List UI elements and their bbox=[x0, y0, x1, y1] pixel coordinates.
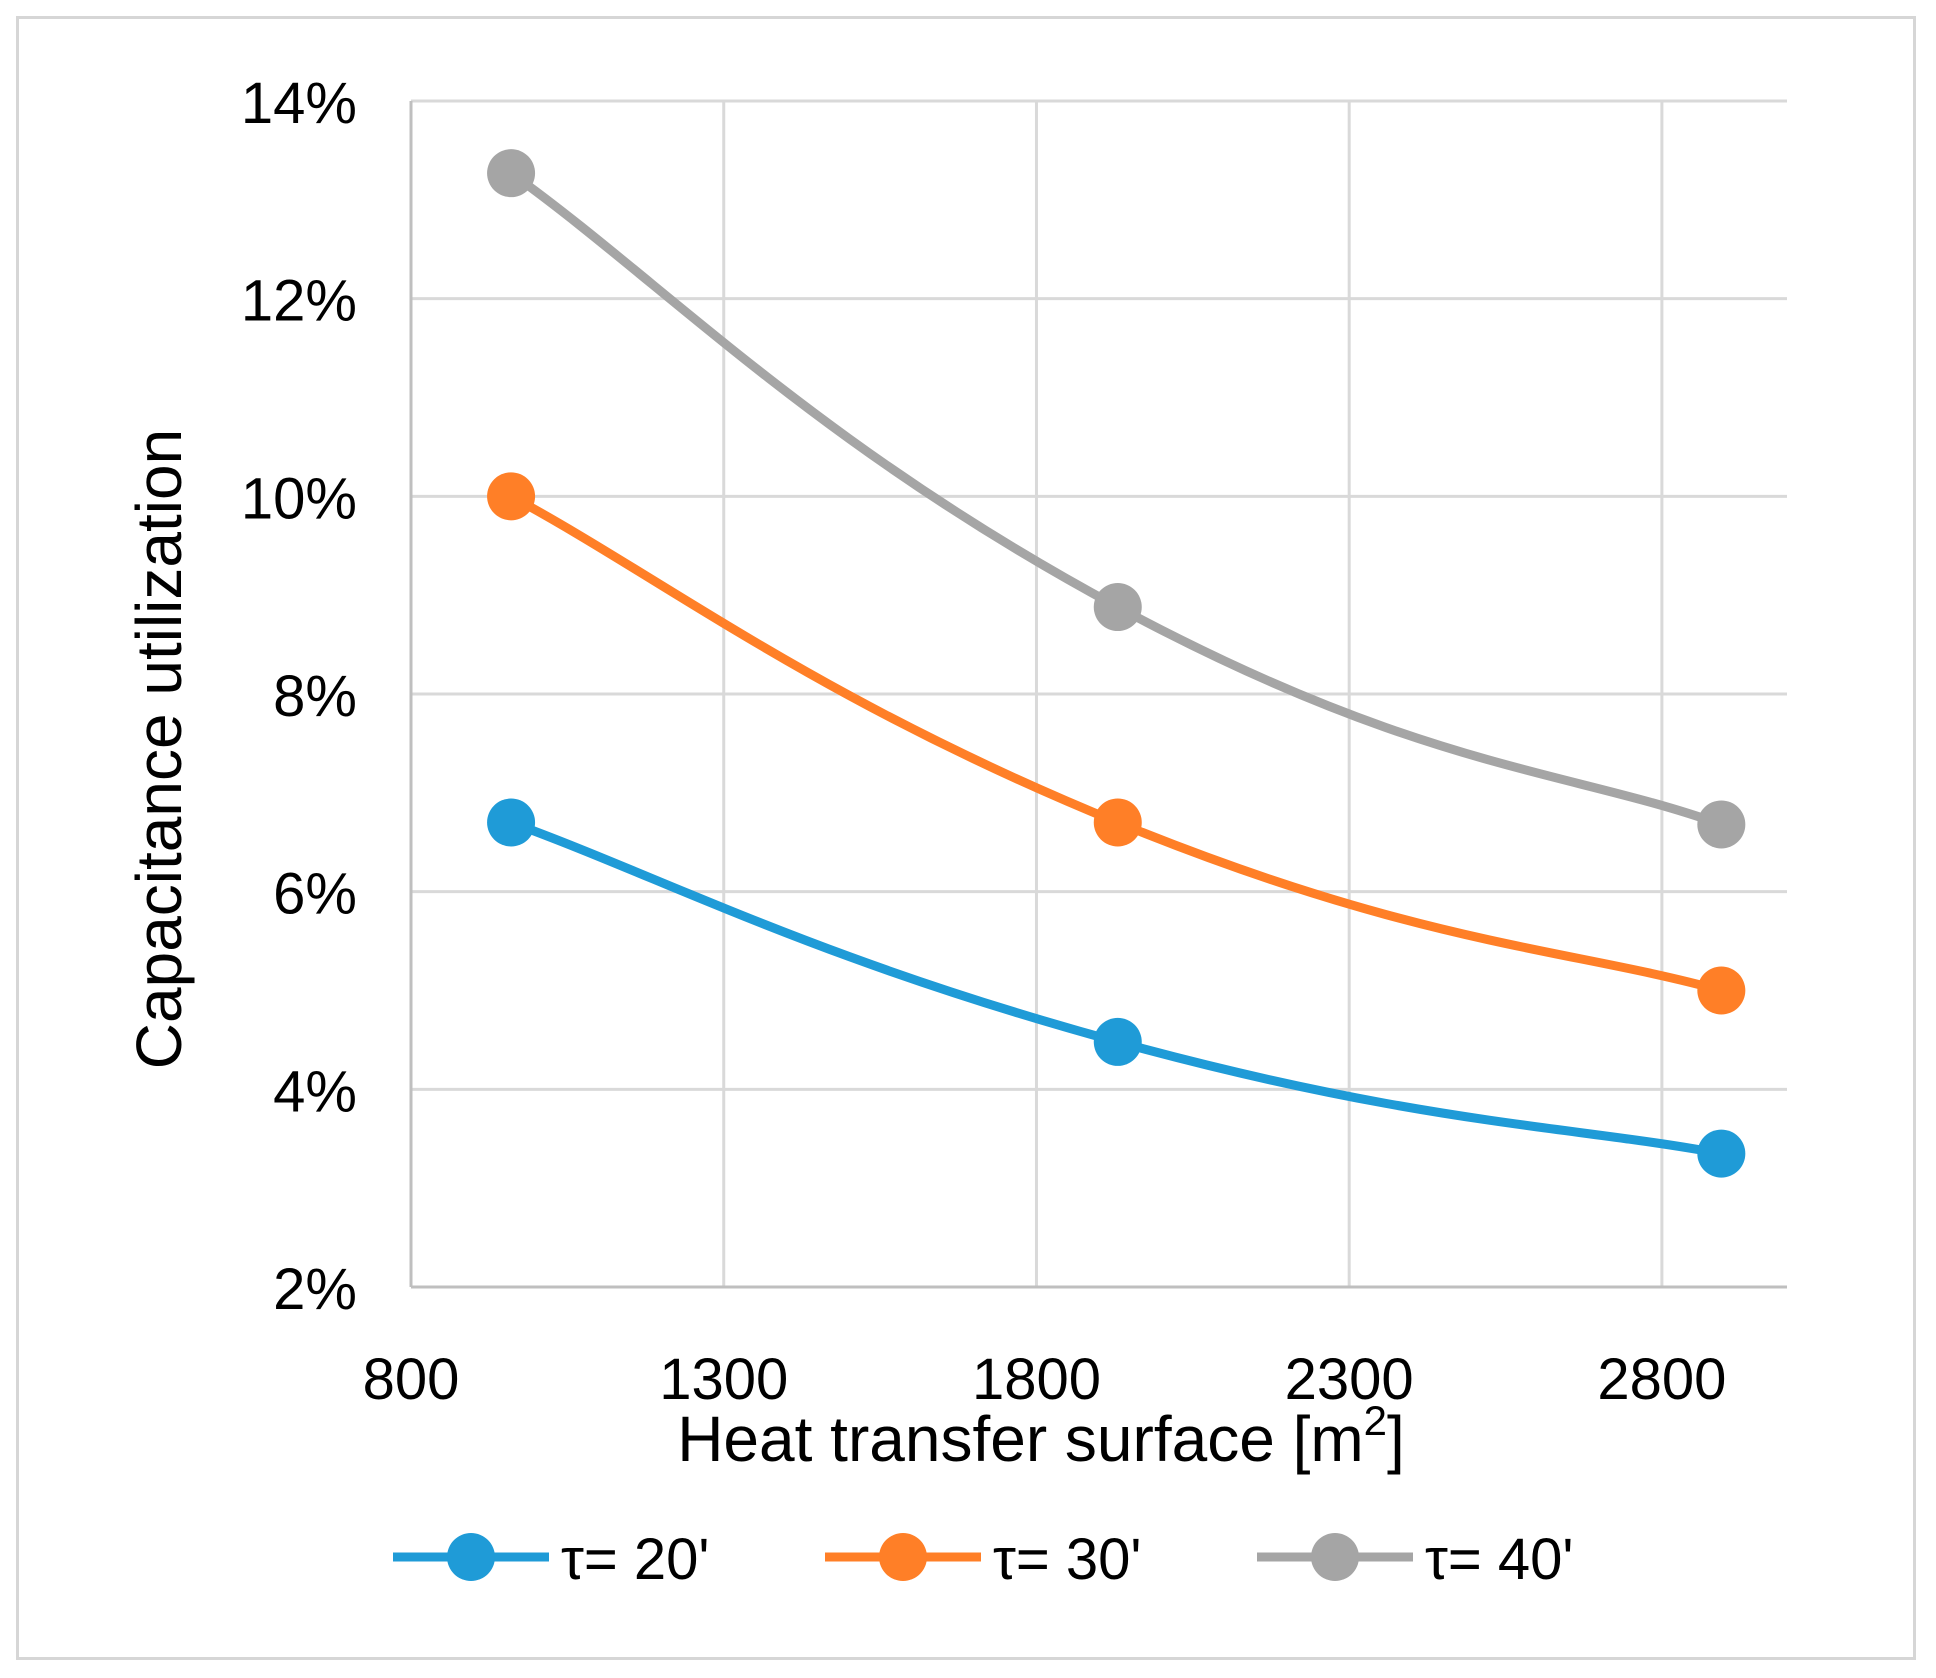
x-tick-label: 800 bbox=[363, 1347, 460, 1412]
series-3 bbox=[487, 149, 1746, 849]
x-tick-label: 1800 bbox=[972, 1347, 1101, 1412]
series-1 bbox=[487, 798, 1746, 1178]
data-point bbox=[487, 149, 536, 198]
legend-label: τ= 30' bbox=[993, 1527, 1141, 1592]
legend-label: τ= 40' bbox=[1425, 1527, 1573, 1592]
y-tick-label: 2% bbox=[273, 1257, 357, 1322]
y-tick-label: 6% bbox=[273, 862, 357, 927]
legend-item: τ= 20' bbox=[393, 1527, 709, 1592]
x-tick-label: 2300 bbox=[1285, 1347, 1414, 1412]
series-line bbox=[506, 817, 1726, 1159]
data-point bbox=[1093, 1017, 1142, 1066]
series-layer bbox=[487, 149, 1746, 1178]
x-axis-title: Heat transfer surface [m2] bbox=[677, 1397, 1405, 1475]
line-chart: 2% 4% 6% 8% 10% 12% 14% 800 1300 1800 2300 2800 Cap… bbox=[123, 71, 1787, 1592]
y-tick-label: 8% bbox=[273, 664, 357, 729]
axes bbox=[409, 101, 1787, 1289]
series-2 bbox=[487, 472, 1746, 1015]
series-line bbox=[506, 168, 1726, 829]
legend: τ= 20' τ= 30' τ= 40' bbox=[393, 1527, 1573, 1592]
x-axis-title-superscript: 2 bbox=[1364, 1397, 1387, 1444]
series-line bbox=[506, 491, 1726, 995]
data-point bbox=[1093, 798, 1142, 847]
y-axis-title: Capacitance utilization bbox=[123, 429, 195, 1069]
y-tick-label: 12% bbox=[241, 269, 357, 334]
y-tick-label: 4% bbox=[273, 1059, 357, 1124]
x-axis-title-suffix: ] bbox=[1387, 1403, 1405, 1475]
y-tick-label: 10% bbox=[241, 466, 357, 531]
x-tick-label: 1300 bbox=[659, 1347, 788, 1412]
data-point bbox=[487, 472, 536, 521]
legend-marker bbox=[879, 1533, 927, 1581]
chart-frame: 2% 4% 6% 8% 10% 12% 14% 800 1300 1800 2300 2800 Cap… bbox=[16, 16, 1916, 1660]
legend-item: τ= 40' bbox=[1257, 1527, 1573, 1592]
legend-label: τ= 20' bbox=[561, 1527, 709, 1592]
data-point bbox=[1697, 1129, 1746, 1178]
legend-marker bbox=[447, 1533, 495, 1581]
y-tick-label: 14% bbox=[241, 71, 357, 136]
legend-marker bbox=[1311, 1533, 1359, 1581]
grid bbox=[411, 99, 1787, 1287]
data-point bbox=[487, 798, 536, 847]
legend-item: τ= 30' bbox=[825, 1527, 1141, 1592]
x-axis-title-main: Heat transfer surface [m bbox=[677, 1403, 1363, 1475]
data-point bbox=[1093, 583, 1142, 632]
data-point bbox=[1697, 800, 1746, 849]
tick-labels: 2% 4% 6% 8% 10% 12% 14% 800 1300 1800 2300 2800 bbox=[241, 71, 1727, 1412]
data-point bbox=[1697, 966, 1746, 1015]
x-tick-label: 2800 bbox=[1597, 1347, 1726, 1412]
